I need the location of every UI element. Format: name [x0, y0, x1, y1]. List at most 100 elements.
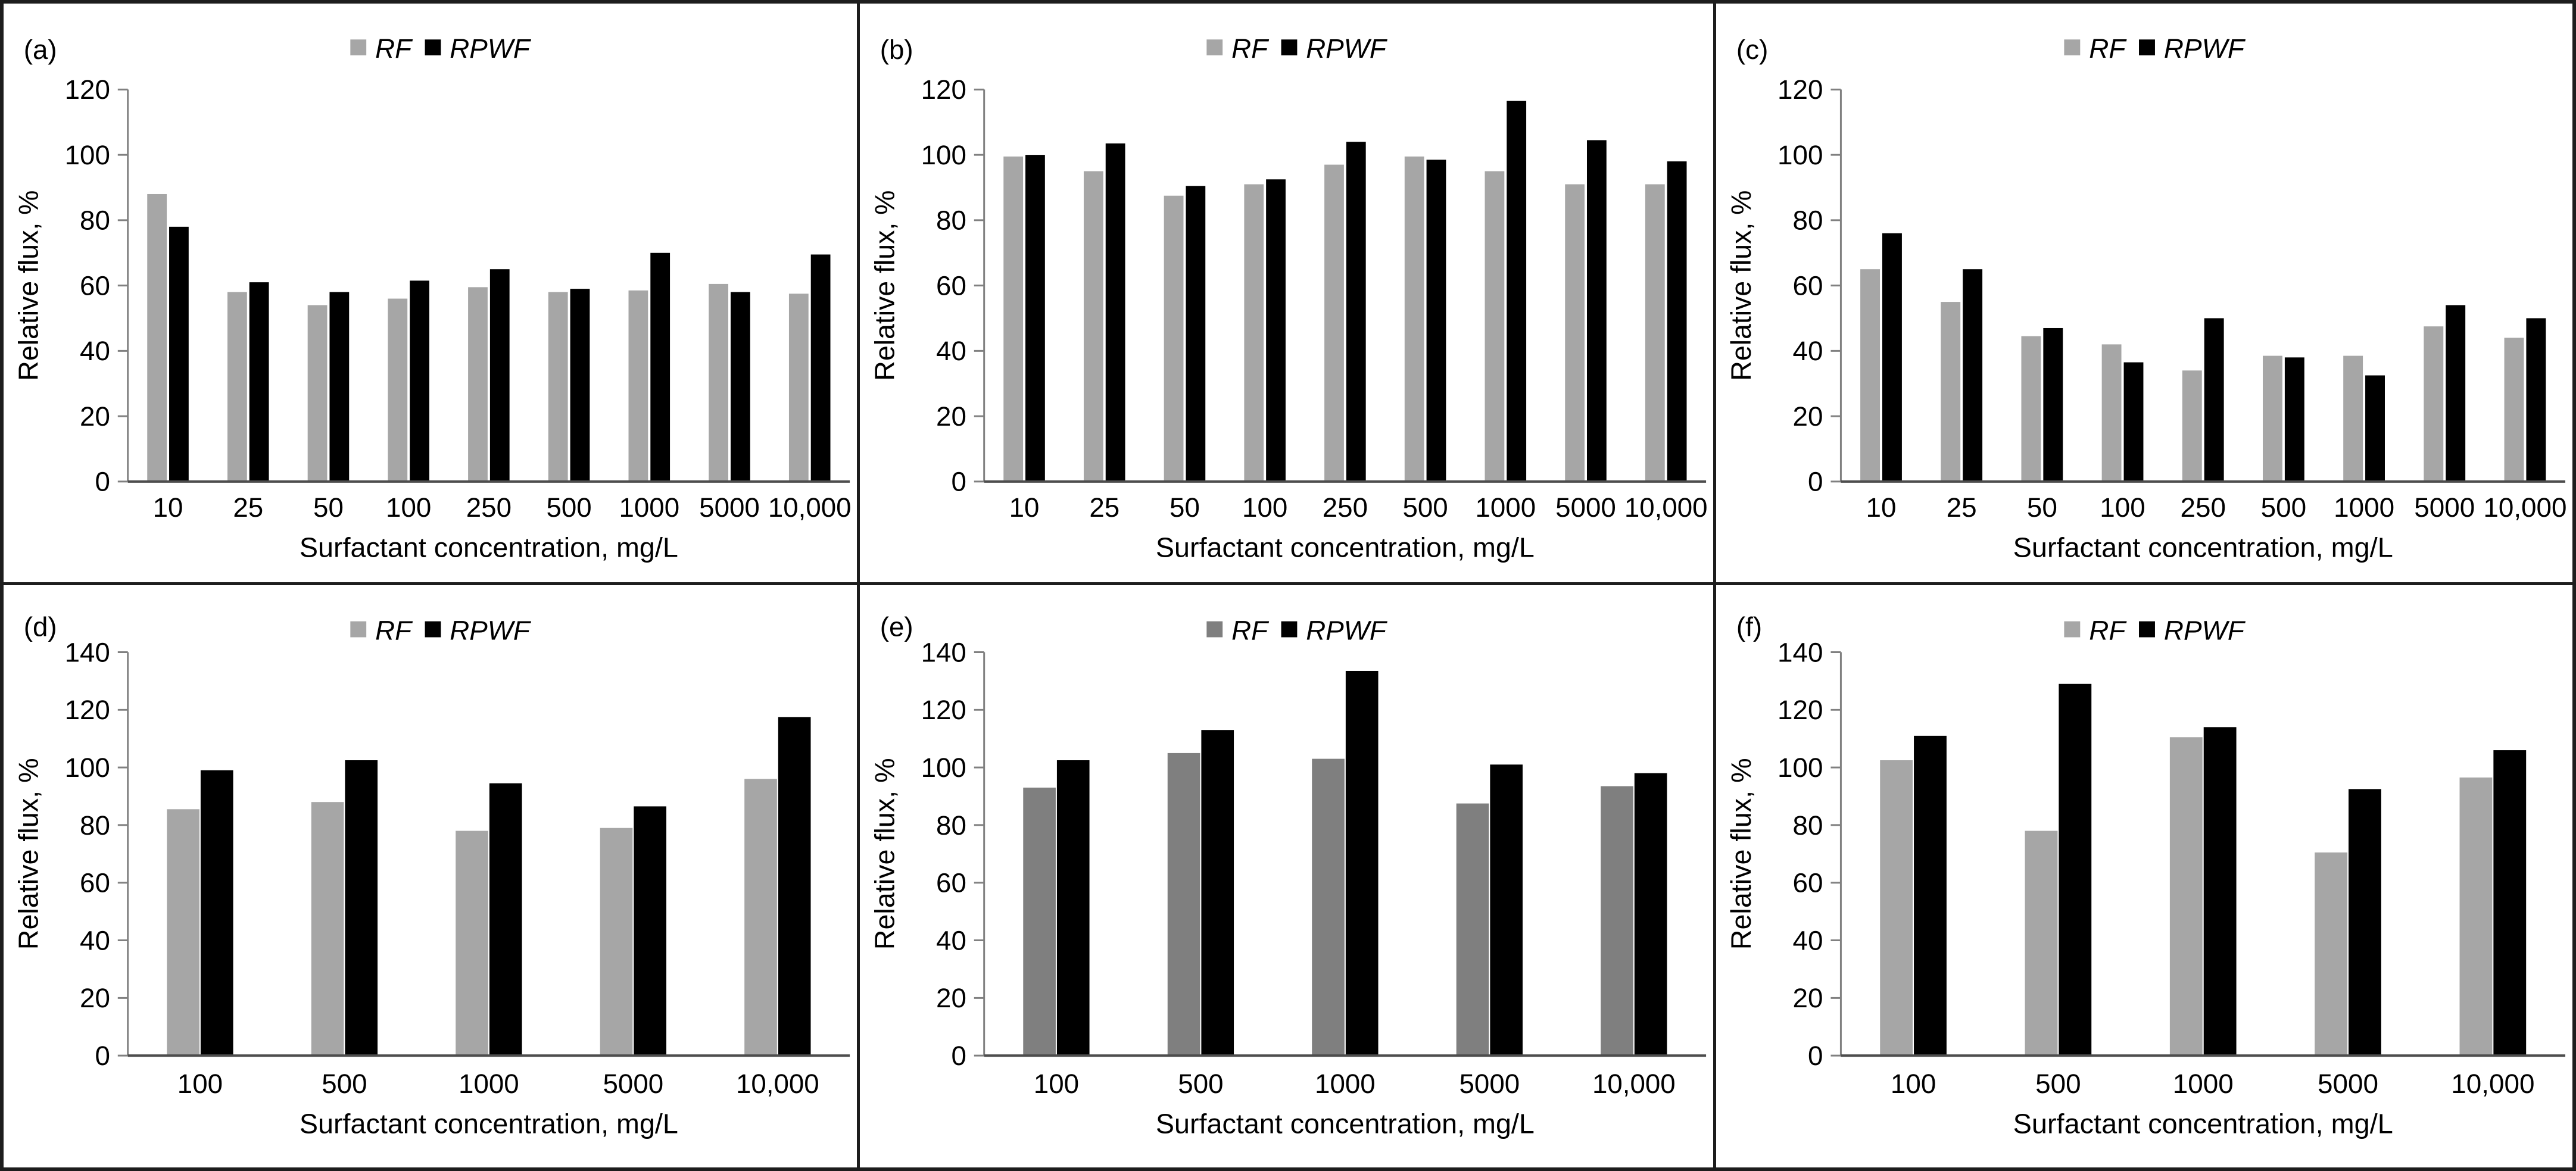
- x-tick-label: 50: [313, 492, 344, 523]
- bar-rpwf-500: [345, 760, 378, 1056]
- bar-rpwf-50: [2043, 327, 2063, 482]
- legend-rpwf-label: RPWF: [2164, 616, 2246, 646]
- bar-rf-10,000: [2459, 777, 2493, 1056]
- bar-rf-10: [1003, 156, 1024, 482]
- legend-rpwf-swatch: [425, 39, 441, 56]
- legend-rpwf-swatch: [425, 621, 441, 638]
- x-tick-label: 10: [153, 492, 183, 523]
- x-tick-label: 100: [177, 1069, 223, 1099]
- y-tick-label: 20: [80, 983, 110, 1013]
- bar-rf-10,000: [788, 293, 809, 482]
- x-tick-label: 5000: [2318, 1069, 2378, 1099]
- bar-rpwf-500: [2059, 683, 2092, 1056]
- bar-rf-500: [2263, 355, 2282, 482]
- bar-rf-5000: [2315, 852, 2348, 1056]
- legend-rpwf-label: RPWF: [450, 615, 532, 645]
- bar-rpwf-5000: [634, 806, 667, 1056]
- y-tick-label: 40: [1792, 336, 1823, 366]
- panel-b: (b) RF RPWF 0 20 40 60 80 100 120 Relative flux, %…: [860, 4, 1716, 585]
- bar-rpwf-10,000: [778, 717, 811, 1056]
- legend-rpwf-swatch: [2139, 621, 2155, 638]
- bar-rf-5000: [709, 283, 729, 482]
- bar-rpwf-1000: [1345, 670, 1379, 1056]
- y-tick-label: 60: [936, 271, 966, 301]
- bar-rf-10,000: [2504, 338, 2524, 482]
- y-tick-label: 40: [1792, 926, 1823, 956]
- bar-rpwf-25: [1105, 143, 1125, 482]
- bar-rf-1000: [1485, 171, 1505, 482]
- x-tick-label: 10: [1866, 492, 1897, 523]
- x-axis-title: Surfactant concentration, mg/L: [2013, 1108, 2393, 1139]
- panel-b-chart: (b) RF RPWF 0 20 40 60 80 100 120 Relative flux, %…: [869, 33, 1708, 563]
- bar-rpwf-10: [169, 226, 189, 482]
- y-tick-label: 100: [921, 752, 966, 783]
- panel-d-chart: (d) RF RPWF 0 20 40 60 80 100 120 140 Relative flux…: [13, 611, 850, 1139]
- bar-rpwf-10: [1882, 233, 1902, 482]
- panel-letter: (d): [24, 611, 57, 642]
- x-tick-label: 1000: [2334, 492, 2394, 523]
- y-tick-label: 100: [1777, 140, 1823, 170]
- y-tick-label: 80: [936, 810, 966, 841]
- legend-rpwf-swatch: [1281, 621, 1298, 638]
- x-tick-label: 500: [2261, 492, 2307, 523]
- bar-rf-500: [1404, 156, 1424, 482]
- x-tick-label: 1000: [1475, 492, 1536, 523]
- y-tick-label: 60: [936, 868, 966, 898]
- bar-rf-25: [1941, 302, 1961, 482]
- bar-rpwf-1000: [489, 783, 522, 1056]
- bar-rpwf-50: [329, 292, 350, 482]
- x-axis-title: Surfactant concentration, mg/L: [300, 1108, 678, 1139]
- x-tick-label: 25: [1089, 492, 1119, 523]
- bar-rpwf-500: [570, 289, 590, 482]
- x-tick-label: 10,000: [736, 1069, 819, 1099]
- panel-letter: (b): [880, 35, 913, 65]
- x-tick-label: 5000: [699, 492, 760, 523]
- legend-rf-label: RF: [375, 615, 413, 645]
- legend-rf-label: RF: [2089, 33, 2127, 64]
- bar-rpwf-250: [1346, 142, 1366, 482]
- bar-rpwf-1000: [2365, 375, 2385, 482]
- legend-rf-label: RF: [375, 33, 413, 64]
- y-tick-label: 120: [921, 74, 966, 105]
- legend-rpwf-swatch: [1281, 39, 1298, 56]
- panel-letter: (f): [1736, 612, 1762, 642]
- y-tick-label: 60: [1792, 868, 1823, 898]
- bar-rpwf-1000: [1507, 101, 1527, 482]
- x-tick-label: 10,000: [768, 492, 852, 523]
- legend-rpwf-label: RPWF: [1306, 615, 1388, 645]
- bar-rpwf-25: [249, 282, 269, 482]
- panel-a-chart: (a) RF RPWF 0 20 40 60 80 100 120 Relative flux, %…: [13, 33, 852, 563]
- y-tick-label: 20: [936, 401, 966, 432]
- y-axis-title: Relative flux, %: [13, 191, 44, 381]
- bar-rf-5000: [1456, 803, 1489, 1056]
- y-tick-label: 60: [1792, 271, 1823, 301]
- bar-rpwf-100: [410, 280, 429, 482]
- y-axis-title: Relative flux, %: [1726, 758, 1757, 950]
- bar-rf-1000: [2343, 355, 2363, 482]
- y-tick-label: 0: [95, 1041, 110, 1071]
- x-tick-label: 500: [322, 1069, 367, 1099]
- bar-rf-100: [2101, 344, 2122, 482]
- x-tick-label: 500: [546, 492, 591, 523]
- bar-rf-500: [2025, 830, 2058, 1056]
- legend-rpwf-label: RPWF: [450, 33, 531, 64]
- y-tick-label: 40: [80, 925, 110, 955]
- bar-rf-10,000: [1645, 184, 1665, 482]
- y-tick-label: 100: [65, 752, 110, 783]
- x-tick-label: 10,000: [2451, 1069, 2534, 1099]
- x-tick-label: 25: [233, 492, 263, 523]
- x-tick-label: 25: [1947, 492, 1977, 523]
- y-tick-label: 60: [80, 271, 110, 301]
- legend-rpwf-label: RPWF: [1306, 33, 1387, 64]
- legend-rf-swatch: [2064, 39, 2081, 56]
- y-tick-label: 40: [80, 336, 110, 366]
- y-tick-label: 20: [1792, 983, 1823, 1013]
- panel-d: (d) RF RPWF 0 20 40 60 80 100 120 140 Relative flux…: [4, 585, 860, 1167]
- x-tick-label: 1000: [619, 492, 679, 523]
- x-tick-label: 100: [1891, 1069, 1936, 1099]
- bar-rpwf-10: [1025, 155, 1045, 482]
- y-axis-title: Relative flux, %: [869, 758, 900, 950]
- bar-rpwf-10,000: [810, 254, 831, 482]
- y-tick-label: 20: [936, 983, 966, 1013]
